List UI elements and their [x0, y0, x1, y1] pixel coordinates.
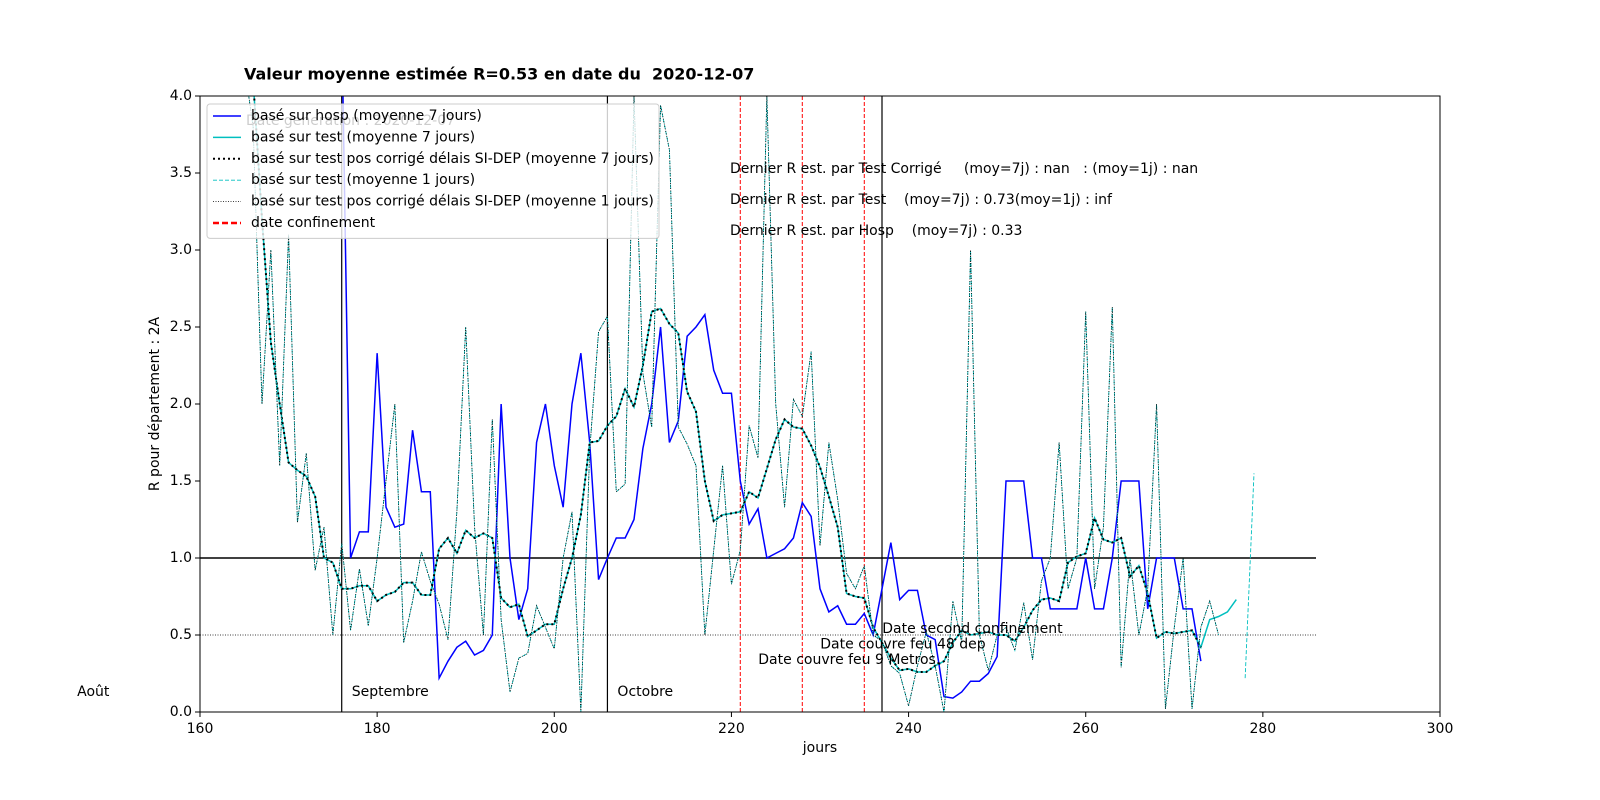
month-label: Août [77, 684, 110, 700]
x-tick-label: 160 [187, 721, 214, 737]
legend-box [206, 103, 660, 239]
y-tick-label: 4.0 [170, 88, 192, 104]
series-line [342, 96, 1202, 699]
confinement-label: Date couvre feu 9 Metros. [758, 652, 940, 668]
overlay: Date generation : 2020-12-07AoûtSeptembr… [77, 88, 1453, 737]
note: Dernier R est. par Test Corrigé (moy=7j)… [730, 161, 1198, 177]
x-tick-label: 220 [718, 721, 745, 737]
y-axis-label: R pour département : 2A [147, 316, 163, 491]
x-tick-label: 280 [1249, 721, 1276, 737]
x-tick-label: 240 [895, 721, 922, 737]
series-line [248, 96, 1219, 712]
y-tick-label: 3.0 [170, 242, 192, 258]
legend-label: basé sur test pos corrigé délais SI-DEP … [251, 151, 654, 167]
y-tick-label: 1.0 [170, 550, 192, 566]
chart-title: Valeur moyenne estimée R=0.53 en date du… [244, 65, 754, 84]
confinement-label: Date couvre feu 48 dep [820, 637, 985, 653]
x-axis-label: jours [802, 740, 837, 756]
legend-label: basé sur test pos corrigé délais SI-DEP … [251, 194, 654, 210]
x-tick-label: 260 [1072, 721, 1099, 737]
x-tick-label: 200 [541, 721, 568, 737]
y-tick-label: 3.5 [170, 165, 192, 181]
y-tick-label: 1.5 [170, 473, 192, 489]
y-tick-label: 0.0 [170, 704, 192, 720]
legend-label: basé sur test (moyenne 1 jours) [251, 172, 475, 188]
legend-label: date confinement [251, 215, 376, 231]
legend-label: basé sur test (moyenne 7 jours) [251, 129, 475, 145]
confinement-label: Date second confinement [882, 621, 1063, 637]
y-tick-label: 0.5 [170, 627, 192, 643]
x-tick-label: 180 [364, 721, 391, 737]
y-tick-label: 2.0 [170, 396, 192, 412]
month-label: Octobre [617, 684, 673, 700]
note: Dernier R est. par Hosp (moy=7j) : 0.33 [730, 223, 1022, 239]
legend-label: basé sur hosp (moyenne 7 jours) [251, 108, 482, 124]
x-tick-label: 300 [1427, 721, 1454, 737]
month-label: Septembre [352, 684, 429, 700]
note: Dernier R est. par Test (moy=7j) : 0.73(… [730, 192, 1113, 208]
y-tick-label: 2.5 [170, 319, 192, 335]
